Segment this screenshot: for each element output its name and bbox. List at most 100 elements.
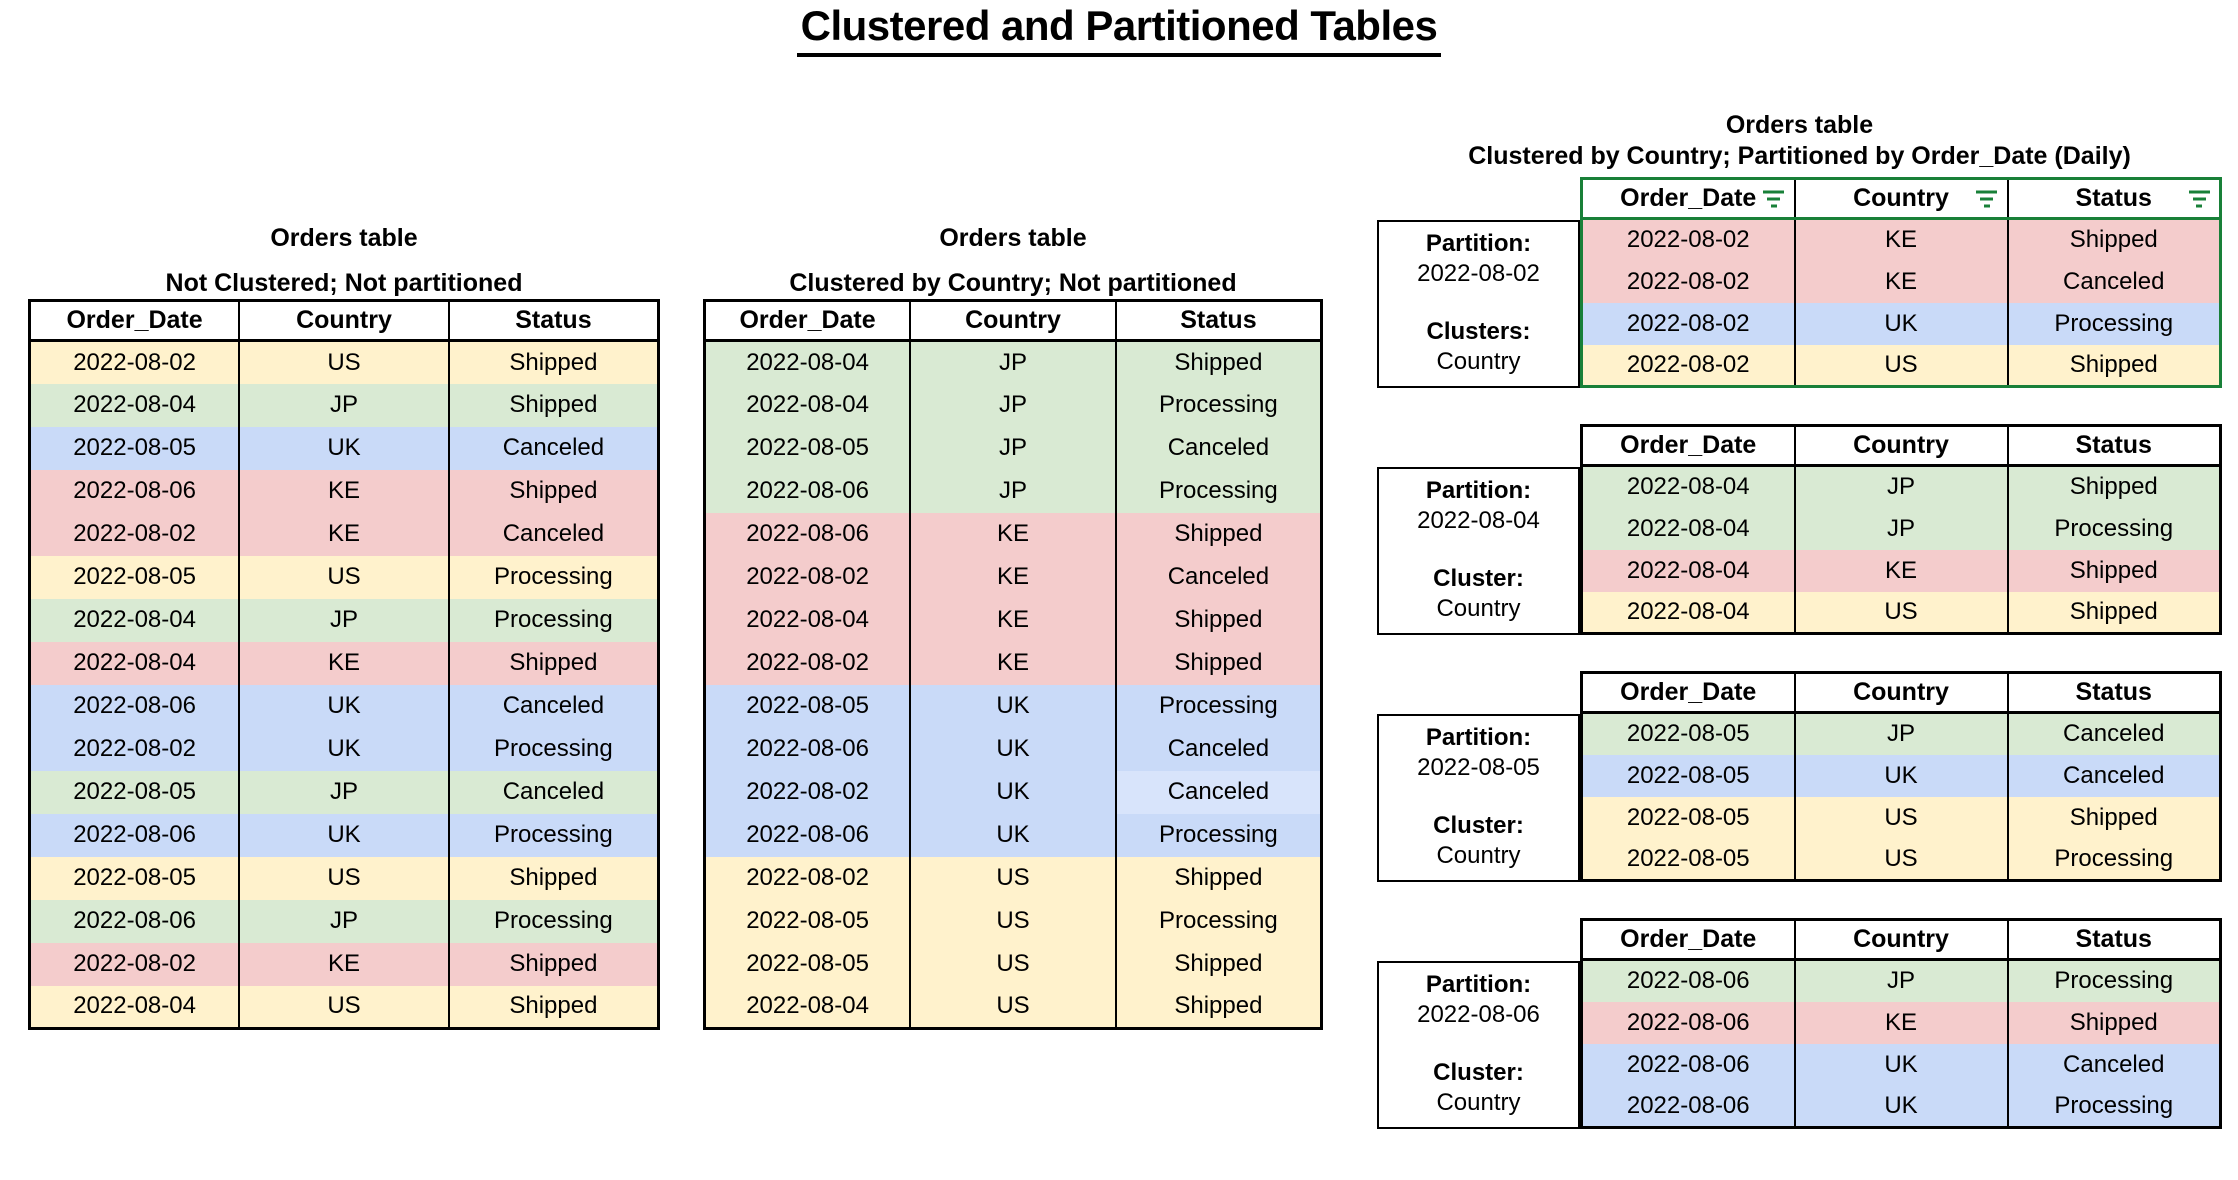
table-cell: JP [238,383,449,427]
table-cell: 2022-08-04 [29,641,240,685]
table-cell: Shipped [1114,598,1322,642]
table-cell: 2022-08-05 [704,426,911,470]
partition-value: 2022-08-06 [1417,1001,1540,1028]
section-not-clustered: Orders table Not Clustered; Not partitio… [28,225,660,1030]
table-cell: 2022-08-04 [704,598,911,642]
table-row: 2022-08-04 US Shipped [29,985,659,1029]
table-row: 2022-08-04 US Shipped [704,985,1322,1029]
header-row: Order_Date Country Status [1581,178,2221,220]
table-subtitle: Not Clustered; Not partitioned [165,269,523,297]
table-row: 2022-08-05 UK Canceled [1581,754,2221,797]
table-cell: 2022-08-02 [1581,302,1795,345]
header-row: Order_Date Country Status [29,300,659,342]
table-title: Orders table [939,224,1087,252]
table-cell: JP [238,899,449,943]
table-cell: US [909,899,1116,943]
table-row: 2022-08-02 KE Shipped [1581,218,2221,261]
table-cell: 2022-08-05 [29,555,240,599]
table-cell: UK [909,770,1116,814]
table-row: 2022-08-06 UK Canceled [1581,1043,2221,1086]
table-cell: 2022-08-06 [704,813,911,857]
table-row: 2022-08-02 US Shipped [29,340,659,384]
table-cell: 2022-08-04 [29,598,240,642]
table-cell: JP [1793,507,2008,550]
table-cell: 2022-08-02 [29,942,240,986]
table-cell: KE [909,641,1116,685]
table-cell: Processing [447,555,659,599]
cluster-label: Cluster: [1433,565,1524,592]
partition-label: Partition: [1425,477,1532,504]
header-row: Order_Date Country Status [1581,425,2221,467]
column-header-status: Status [2006,919,2221,961]
partition-2022-08-02: Partition: 2022-08-02 Clusters: Country … [1377,177,2222,388]
table-cell: 2022-08-04 [1581,549,1795,592]
column-header-status: Status [447,300,659,342]
table-row: 2022-08-06 KE Shipped [704,512,1322,556]
column-header-order-date: Order_Date [1581,919,1795,961]
filter-icon[interactable] [2188,190,2210,207]
table-cell: 2022-08-06 [704,727,911,771]
column-header-status: Status [2006,672,2221,714]
table-row: 2022-08-06 UK Processing [1581,1085,2221,1128]
table-cell: Canceled [447,684,659,728]
table-cell: Shipped [1114,985,1322,1029]
table-cell: 2022-08-06 [1581,959,1795,1002]
table-cell: 2022-08-06 [29,684,240,728]
table-cell: 2022-08-06 [1581,1043,1795,1086]
table-cell: Processing [2006,838,2221,881]
table-cell: 2022-08-06 [1581,1085,1795,1128]
table-cell: Canceled [447,426,659,470]
table-cell: 2022-08-02 [29,340,240,384]
table-row: 2022-08-04 JP Shipped [29,383,659,427]
table-cell: US [238,985,449,1029]
header-row: Order_Date Country Status [1581,919,2221,961]
partition-value: 2022-08-05 [1417,754,1540,781]
table-row: 2022-08-02 KE Canceled [704,555,1322,599]
partition-label-box: Partition: 2022-08-06 Cluster: Country [1377,961,1580,1129]
column-header-status: Status [2006,425,2221,467]
partition-2022-08-04: Partition: 2022-08-04 Cluster: Country O… [1377,424,2222,635]
table-row: 2022-08-05 US Processing [29,555,659,599]
table-cell: US [238,555,449,599]
partition-table-2022-08-05: Order_Date Country Status 2022-08-05 JP Ca… [1580,671,2222,882]
table-cell: Shipped [447,469,659,513]
column-header-order-date: Order_Date [29,300,240,342]
table-row: 2022-08-02 KE Shipped [29,942,659,986]
table-title: Orders table [270,224,418,252]
table-cell: 2022-08-02 [704,856,911,900]
table-row: 2022-08-06 UK Canceled [29,684,659,728]
table-cell: KE [1793,260,2008,303]
table-cell: JP [238,770,449,814]
table-row: 2022-08-06 JP Processing [1581,959,2221,1002]
table-cell: 2022-08-04 [1581,507,1795,550]
cluster-label: Cluster: [1433,812,1524,839]
table-cell: Processing [447,727,659,771]
table-cell: KE [909,598,1116,642]
table-cell: 2022-08-05 [704,899,911,943]
table-cell: KE [909,512,1116,556]
table-row: 2022-08-05 US Shipped [1581,796,2221,839]
table-cell: UK [909,813,1116,857]
table-cell: US [909,942,1116,986]
partition-label: Partition: [1425,230,1532,257]
table-row: 2022-08-05 JP Canceled [1581,712,2221,755]
table-cell: 2022-08-02 [1581,218,1795,261]
table-cell: Processing [2006,302,2221,345]
table-cell: Processing [447,813,659,857]
table-cell: Canceled [2006,1043,2221,1086]
table-row: 2022-08-02 KE Canceled [29,512,659,556]
partition-label: Partition: [1425,724,1532,751]
table-cell: UK [1793,1085,2008,1128]
table-cell: Canceled [2006,260,2221,303]
cluster-value: Country [1436,595,1521,622]
table-cell: US [1793,344,2008,387]
table-cell: Shipped [447,942,659,986]
table-cell: Shipped [2006,344,2221,387]
filter-icon[interactable] [1976,190,1998,207]
column-header-country: Country [1793,919,2008,961]
partition-label: Partition: [1425,971,1532,998]
filter-icon[interactable] [1763,190,1785,207]
table-title: Orders table [1725,111,1874,139]
table-row: 2022-08-06 KE Shipped [29,469,659,513]
orders-table-clustered: Order_Date Country Status 2022-08-04 JP Sh… [703,299,1323,1030]
